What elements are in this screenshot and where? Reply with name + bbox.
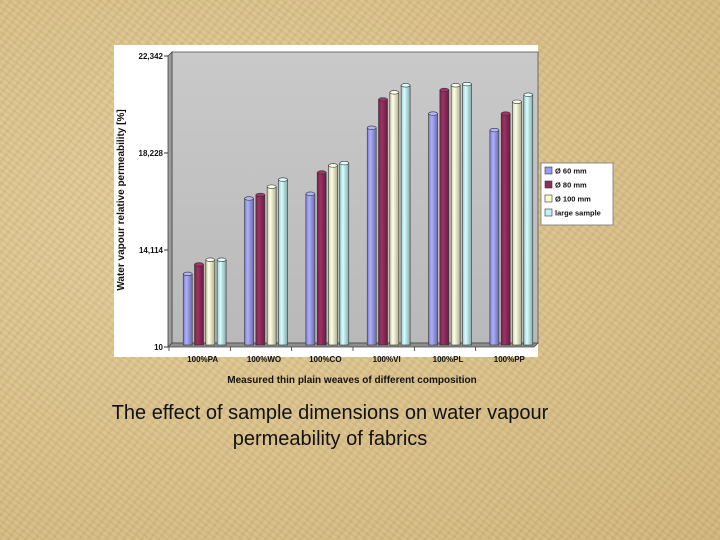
- bar: [462, 82, 472, 346]
- plot-side-wall: [167, 51, 173, 348]
- legend: Ø 60 mm Ø 80 mm Ø 100 mm large sample: [540, 162, 614, 226]
- x-tick-label: 100%PA: [187, 355, 218, 364]
- bar: [182, 271, 193, 346]
- bar: [512, 99, 522, 346]
- bar: [378, 97, 388, 346]
- slide-caption: The effect of sample dimensions on water…: [111, 402, 549, 450]
- bar: [194, 262, 204, 346]
- x-tick-label: 100%PP: [494, 355, 526, 364]
- bar: [244, 196, 254, 346]
- bar: [339, 160, 350, 346]
- legend-swatch: [544, 180, 553, 189]
- legend-swatch: [544, 166, 553, 175]
- y-tick-label: 14,114: [139, 246, 164, 255]
- bar: [205, 257, 216, 346]
- bars-group: [182, 82, 534, 346]
- x-tick-label: 100%CO: [309, 355, 341, 364]
- legend-swatch: [544, 208, 553, 217]
- y-axis-label: Water vapour relative permeability [%]: [116, 109, 127, 290]
- plot-back-wall: [171, 51, 539, 344]
- bar: [328, 163, 338, 346]
- x-tick-label: 100%WO: [247, 355, 281, 364]
- x-axis-label: Measured thin plain weaves of different …: [227, 375, 476, 386]
- bar: [305, 191, 316, 346]
- bar: [316, 170, 327, 346]
- bar: [255, 192, 266, 346]
- legend-box: [540, 162, 614, 226]
- bar: [500, 111, 511, 346]
- bar: [439, 87, 450, 346]
- legend-label: Ø 60 mm: [555, 167, 587, 176]
- y-tick-label: 10: [154, 343, 163, 352]
- bar: [489, 127, 500, 346]
- bar: [523, 92, 534, 346]
- bar: [366, 125, 377, 346]
- bar: [266, 184, 277, 346]
- legend-swatch: [544, 194, 553, 203]
- legend-label: large sample: [555, 209, 601, 218]
- bar: [450, 83, 461, 346]
- y-tick-label: 22,342: [139, 52, 164, 61]
- legend-label: Ø 100 mm: [555, 195, 591, 204]
- legend-label: Ø 80 mm: [555, 181, 587, 190]
- x-tick-label: 100%VI: [373, 355, 401, 364]
- bar: [278, 177, 288, 346]
- x-tick-label: 100%PL: [433, 355, 464, 364]
- bar: [389, 90, 400, 346]
- bar: [400, 83, 411, 346]
- x-axis: 100%PA 100%WO 100%CO 100%VI 100%PL 100%PP: [168, 347, 526, 364]
- bar: [428, 111, 438, 346]
- y-tick-label: 18,228: [139, 149, 164, 158]
- y-axis: 10 14,114 18,228 22,342: [139, 52, 168, 352]
- bar: [216, 257, 227, 346]
